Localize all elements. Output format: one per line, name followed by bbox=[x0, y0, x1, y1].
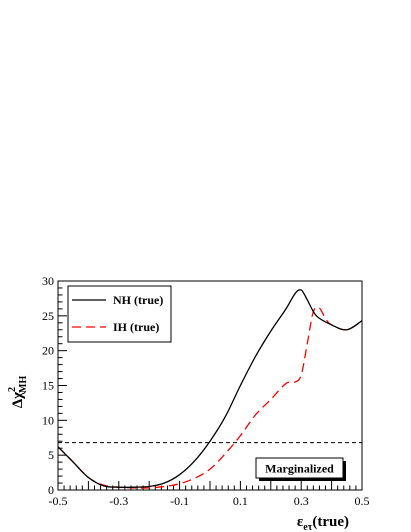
annotation-text: Marginalized bbox=[265, 462, 334, 476]
legend-label-ih: IH (true) bbox=[113, 320, 159, 334]
annotation-box bbox=[255, 457, 344, 479]
x-tick-label: 0.1 bbox=[233, 494, 248, 508]
x-tick-label: 0.3 bbox=[294, 494, 309, 508]
y-tick-label: 10 bbox=[42, 413, 54, 427]
y-tick-label: 25 bbox=[42, 309, 54, 323]
y-tick-label: 20 bbox=[42, 344, 54, 358]
y-tick-label: 30 bbox=[42, 274, 54, 288]
series-line-nh bbox=[57, 289, 363, 488]
x-tick-label: -0.1 bbox=[170, 494, 189, 508]
legend-box bbox=[67, 285, 172, 343]
series-group bbox=[57, 289, 363, 489]
legend: NH (true) IH (true) bbox=[67, 285, 172, 343]
plot-frame bbox=[57, 280, 363, 491]
x-tick-label: 0.5 bbox=[355, 494, 370, 508]
annotation-marginalized: Marginalized bbox=[255, 457, 346, 481]
x-axis-title: εeτ(true) bbox=[297, 514, 349, 532]
x-tick-label: -0.3 bbox=[109, 494, 128, 508]
axis-tick-labels: -0.5 -0.3 -0.1 0.1 0.3 0.5 0 5 10 15 20 25 30 bbox=[42, 274, 370, 508]
x-tick-label: -0.5 bbox=[49, 494, 68, 508]
y-tick-label: 5 bbox=[48, 448, 54, 462]
y-tick-label: 0 bbox=[48, 483, 54, 497]
y-axis-title: Δχ2MH bbox=[7, 375, 29, 408]
legend-label-nh: NH (true) bbox=[113, 293, 163, 307]
y-tick-label: 15 bbox=[42, 379, 54, 393]
